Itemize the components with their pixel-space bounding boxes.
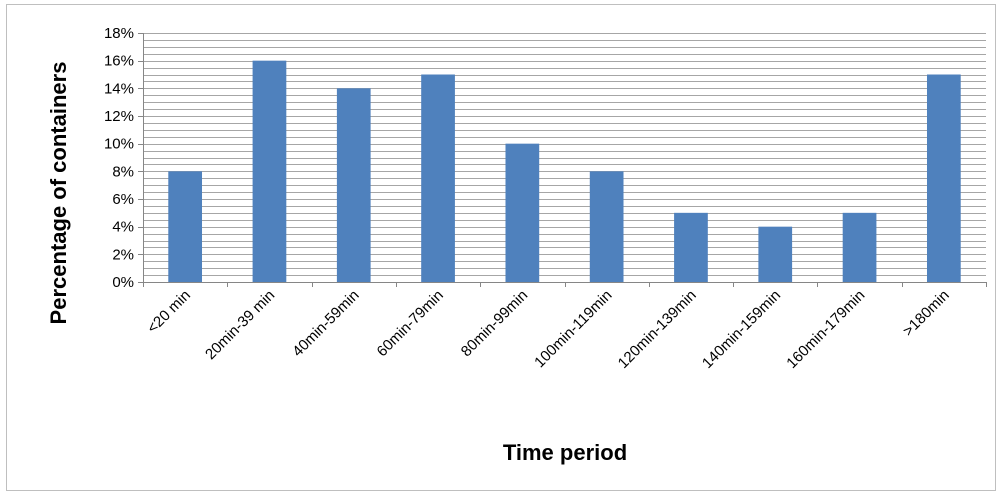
- x-tick-label: 60min-79min: [374, 287, 447, 360]
- y-tick-label: 2%: [112, 246, 134, 263]
- y-tick-label: 18%: [104, 25, 134, 42]
- y-tick-label: 10%: [104, 136, 134, 153]
- y-tick-label: 8%: [112, 163, 134, 180]
- y-tick-label: 14%: [104, 80, 134, 97]
- bar: [842, 212, 877, 282]
- bar: [421, 74, 455, 282]
- y-tick-label: 16%: [104, 53, 134, 70]
- x-tick-label: 160min-179min: [783, 287, 868, 372]
- x-tick-label: 20min-39 min: [202, 287, 278, 363]
- x-tick-label: <20 min: [144, 287, 194, 337]
- bars: [168, 60, 961, 282]
- bar: [674, 212, 708, 282]
- x-tick-labels: <20 min 20min-39 min 40min-59min 60min-79mi…: [144, 287, 953, 372]
- x-tick-label: 140min-159min: [699, 287, 784, 372]
- x-axis-title: Time period: [503, 440, 627, 465]
- bar: [252, 60, 287, 282]
- x-tick-label: 40min-59min: [289, 287, 362, 360]
- bar: [926, 74, 961, 282]
- y-tick-label: 6%: [112, 191, 134, 208]
- x-tick-label: >180min: [900, 287, 953, 340]
- y-tick-label: 12%: [104, 108, 134, 125]
- y-axis-title: Percentage of containers: [46, 62, 71, 325]
- bar: [758, 226, 793, 282]
- bar: [589, 171, 624, 282]
- bar: [168, 171, 203, 282]
- x-tick-label: 80min-99min: [458, 287, 531, 360]
- bar: [505, 143, 540, 282]
- x-tick-label: 100min-119min: [531, 287, 615, 371]
- y-tick-labels: 0% 2% 4% 6% 8% 10% 12% 14% 16% 18%: [104, 25, 134, 291]
- x-tick-label: 120min-139min: [615, 287, 700, 372]
- y-tick-label: 0%: [112, 274, 134, 291]
- y-tick-label: 4%: [112, 219, 134, 236]
- bar: [336, 88, 371, 282]
- axes: [138, 33, 987, 287]
